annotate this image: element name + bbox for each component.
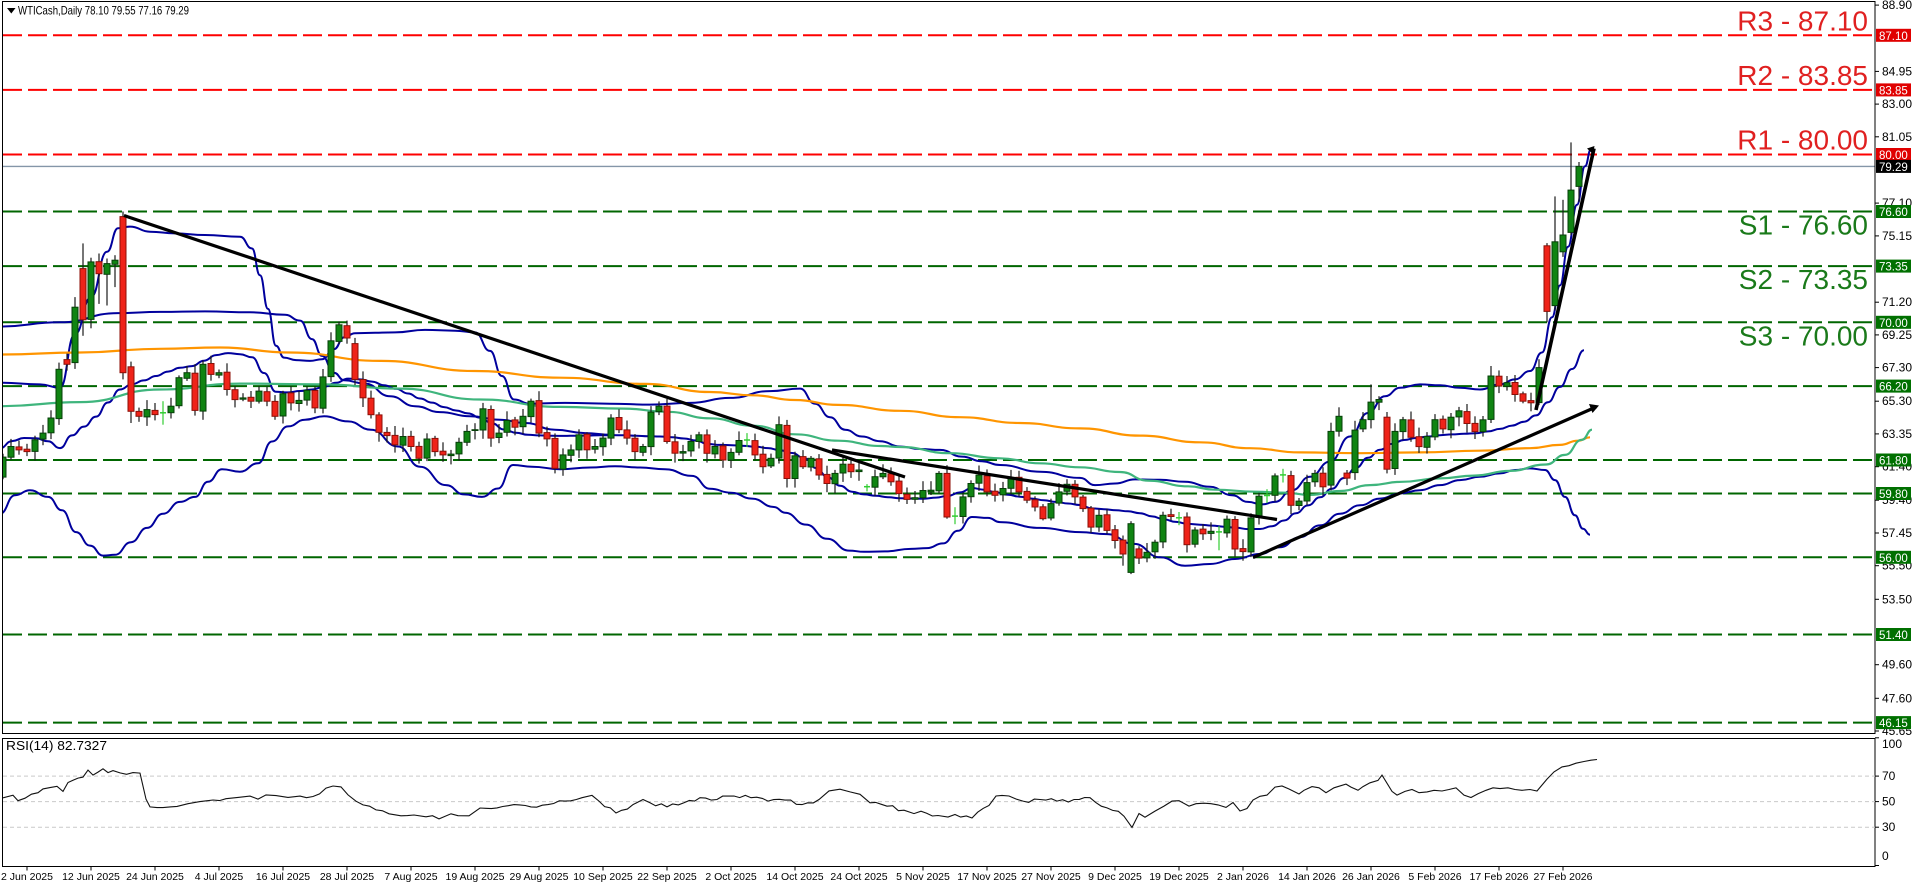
svg-text:49.60: 49.60 [1882,658,1912,672]
svg-text:76.60: 76.60 [1879,207,1908,219]
svg-text:61.80: 61.80 [1879,456,1908,468]
svg-text:69.25: 69.25 [1882,328,1912,342]
svg-text:2 Jan 2026: 2 Jan 2026 [1217,871,1269,883]
svg-text:2 Oct 2025: 2 Oct 2025 [705,871,757,883]
svg-text:87.10: 87.10 [1879,31,1908,43]
svg-text:17 Nov 2025: 17 Nov 2025 [957,871,1017,883]
svg-text:65.30: 65.30 [1882,394,1912,408]
svg-text:100: 100 [1882,737,1902,751]
svg-text:14 Oct 2025: 14 Oct 2025 [766,871,823,883]
svg-text:R3 - 87.10: R3 - 87.10 [1737,5,1868,36]
svg-text:47.60: 47.60 [1882,691,1912,705]
svg-text:30: 30 [1882,820,1896,834]
svg-text:14 Jan 2026: 14 Jan 2026 [1278,871,1336,883]
svg-text:19 Aug 2025: 19 Aug 2025 [446,871,505,883]
svg-text:24 Oct 2025: 24 Oct 2025 [830,871,887,883]
svg-text:5 Feb 2026: 5 Feb 2026 [1408,871,1461,883]
svg-text:0: 0 [1882,849,1889,863]
svg-text:59.80: 59.80 [1879,489,1908,501]
svg-text:12 Jun 2025: 12 Jun 2025 [62,871,120,883]
svg-text:24 Jun 2025: 24 Jun 2025 [126,871,184,883]
svg-text:56.00: 56.00 [1879,553,1908,565]
svg-text:27 Feb 2026: 27 Feb 2026 [1534,871,1593,883]
svg-text:19 Dec 2025: 19 Dec 2025 [1149,871,1209,883]
svg-text:75.15: 75.15 [1882,229,1912,243]
svg-text:70: 70 [1882,769,1896,783]
svg-text:22 Sep 2025: 22 Sep 2025 [637,871,697,883]
svg-text:80.00: 80.00 [1879,150,1908,162]
svg-text:66.20: 66.20 [1879,382,1908,394]
svg-text:46.15: 46.15 [1879,718,1908,730]
svg-text:16 Jul 2025: 16 Jul 2025 [256,871,310,883]
svg-text:67.30: 67.30 [1882,361,1912,375]
svg-text:71.20: 71.20 [1882,295,1912,309]
svg-text:63.35: 63.35 [1882,427,1912,441]
svg-text:73.35: 73.35 [1879,262,1908,274]
svg-text:17 Feb 2026: 17 Feb 2026 [1470,871,1529,883]
svg-text:26 Jan 2026: 26 Jan 2026 [1342,871,1400,883]
svg-text:70.00: 70.00 [1879,318,1908,330]
svg-text:88.90: 88.90 [1882,0,1912,12]
svg-text:7 Aug 2025: 7 Aug 2025 [384,871,437,883]
svg-text:57.45: 57.45 [1882,526,1912,540]
svg-text:2 Jun 2025: 2 Jun 2025 [1,871,53,883]
svg-text:50: 50 [1882,795,1896,809]
svg-text:R2 - 83.85: R2 - 83.85 [1737,60,1868,91]
svg-text:29 Aug 2025: 29 Aug 2025 [510,871,569,883]
svg-text:27 Nov 2025: 27 Nov 2025 [1021,871,1081,883]
svg-text:28 Jul 2025: 28 Jul 2025 [320,871,374,883]
svg-text:S1 - 76.60: S1 - 76.60 [1739,210,1868,241]
svg-text:R1 - 80.00: R1 - 80.00 [1737,125,1868,156]
svg-text:RSI(14) 82.7327: RSI(14) 82.7327 [6,739,107,753]
svg-text:53.50: 53.50 [1882,592,1912,606]
svg-text:5 Nov 2025: 5 Nov 2025 [896,871,950,883]
svg-text:81.05: 81.05 [1882,130,1912,144]
svg-text:84.95: 84.95 [1882,64,1912,78]
svg-text:4 Jul 2025: 4 Jul 2025 [195,871,244,883]
svg-text:WTICash,Daily 78.10 79.55 77.: WTICash,Daily 78.10 79.55 77.16 79.29 [18,4,189,18]
svg-text:83.85: 83.85 [1879,85,1908,97]
svg-text:9 Dec 2025: 9 Dec 2025 [1088,871,1142,883]
svg-text:83.00: 83.00 [1882,97,1912,111]
svg-text:S3 - 70.00: S3 - 70.00 [1739,320,1868,351]
svg-text:79.29: 79.29 [1879,162,1908,174]
svg-text:10 Sep 2025: 10 Sep 2025 [573,871,633,883]
svg-text:S2 - 73.35: S2 - 73.35 [1739,264,1868,295]
svg-text:51.40: 51.40 [1879,630,1908,642]
